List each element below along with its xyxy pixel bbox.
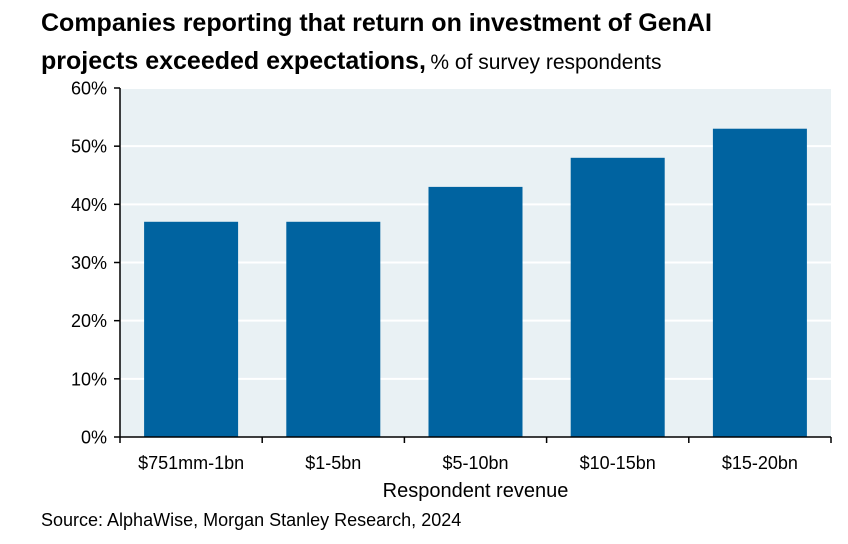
chart-subtitle: % of survey respondents bbox=[430, 51, 662, 74]
y-tick-label: 60% bbox=[71, 79, 107, 99]
x-tick-label: $751mm-1bn bbox=[138, 453, 244, 473]
title-main-line-2: projects exceeded expectations, bbox=[41, 47, 426, 75]
source-note: Source: AlphaWise, Morgan Stanley Resear… bbox=[41, 510, 462, 530]
chart-title: Companies reporting that return on inves… bbox=[41, 6, 841, 82]
y-tick-label: 50% bbox=[71, 137, 107, 157]
x-axis-title: Respondent revenue bbox=[383, 480, 569, 502]
chart-title-line-2: projects exceeded expectations, % of sur… bbox=[41, 44, 841, 82]
bar-4 bbox=[570, 157, 665, 438]
y-tick-label: 30% bbox=[71, 253, 107, 273]
y-tick-label: 10% bbox=[71, 369, 107, 389]
y-tick-label: 0% bbox=[81, 428, 107, 448]
y-tick-label: 40% bbox=[71, 195, 107, 215]
chart-title-line-1: Companies reporting that return on inves… bbox=[41, 6, 841, 44]
x-tick-label: $15-20bn bbox=[722, 453, 798, 473]
bar-5 bbox=[712, 128, 807, 437]
bar-3 bbox=[428, 186, 523, 437]
x-tick-label: $5-10bn bbox=[442, 453, 508, 473]
bar-chart: 0% 10% 20% 30% 40% 50% 60% $751mm-1bn $1-5bn $5-1… bbox=[71, 79, 832, 502]
x-tick-label: $1-5bn bbox=[305, 453, 361, 473]
bar-1 bbox=[144, 221, 239, 437]
y-tick-label: 20% bbox=[71, 311, 107, 331]
bar-2 bbox=[286, 221, 381, 437]
x-tick-label: $10-15bn bbox=[580, 453, 656, 473]
title-main-line-1: Companies reporting that return on inves… bbox=[41, 9, 712, 37]
